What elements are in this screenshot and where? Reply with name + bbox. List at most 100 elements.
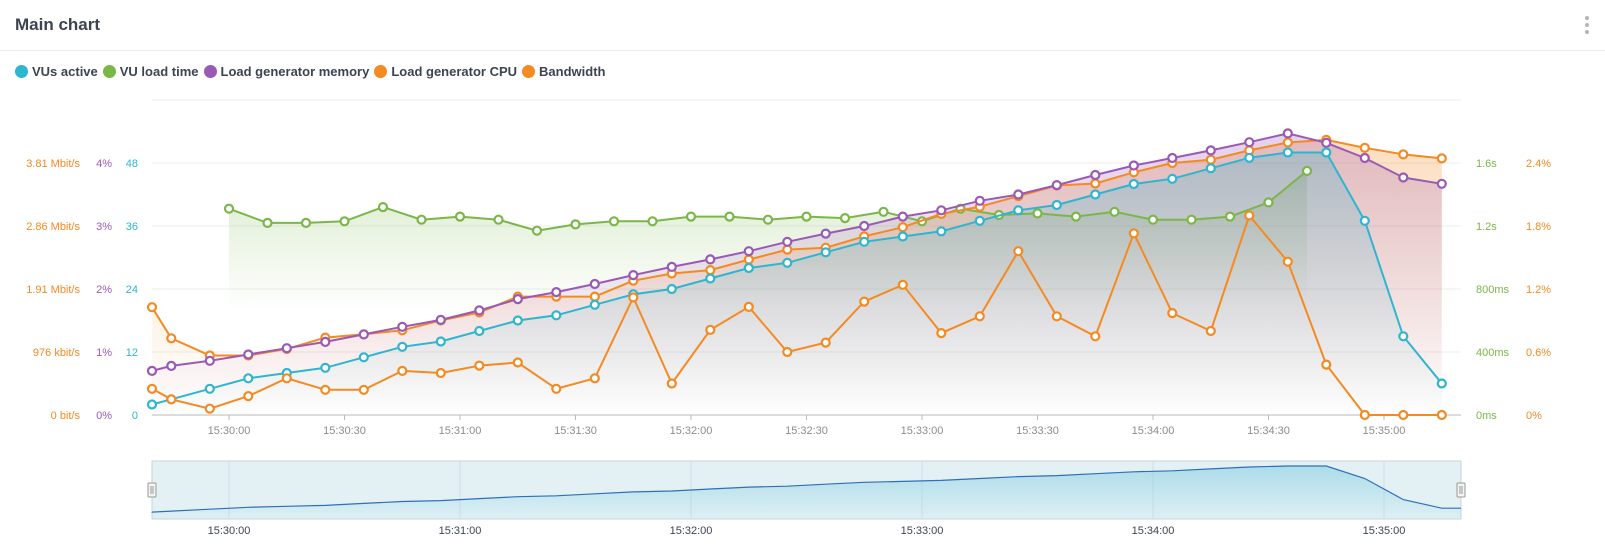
series-point-memory: [281, 343, 292, 354]
y-tick-bandwidth: 976 kbit/s: [33, 347, 81, 359]
series-point-load_time: [1109, 206, 1120, 217]
series-point-cpu: [897, 279, 908, 290]
y-tick-load_time: 0ms: [1476, 410, 1497, 422]
legend-item-4[interactable]: Bandwidth: [522, 64, 605, 79]
x-tick-label: 15:35:00: [1363, 425, 1406, 437]
y-tick-load_time: 1.6s: [1476, 158, 1497, 170]
series-point-vus: [1321, 147, 1332, 158]
series-point-memory: [243, 349, 254, 360]
series-point-vus: [782, 257, 793, 268]
series-point-cpu: [628, 292, 639, 303]
y-tick-bandwidth: 2.86 Mbit/s: [26, 221, 80, 233]
y-tick-load_time: 400ms: [1476, 347, 1510, 359]
series-point-cpu: [666, 378, 677, 389]
navigator-tick-label: 15:32:00: [670, 525, 713, 537]
series-point-memory: [1436, 178, 1447, 189]
legend-item-1[interactable]: VU load time: [102, 63, 199, 79]
series-point-vus: [1205, 163, 1216, 174]
y-tick-cpu: 0.6%: [1526, 347, 1551, 359]
series-point-cpu: [204, 403, 215, 414]
series-point-cpu: [435, 367, 446, 379]
legend-label: VU load time: [119, 63, 199, 79]
series-point-load_time: [493, 214, 504, 225]
navigator-tick-label: 15:30:00: [208, 525, 251, 537]
series-point-cpu: [782, 346, 793, 358]
legend-swatch: [15, 64, 28, 78]
navigator-line: [151, 465, 1461, 513]
series-point-cpu: [936, 328, 947, 339]
x-tick-label: 15:33:00: [901, 425, 944, 437]
navigator-handle-right[interactable]: [1456, 482, 1466, 498]
series-point-bandwidth: [1359, 142, 1370, 153]
series-point-bandwidth: [1090, 178, 1101, 189]
series-point-vus: [1359, 215, 1370, 226]
x-tick-label: 15:34:30: [1247, 425, 1290, 437]
series-point-cpu: [1128, 228, 1139, 239]
series-point-cpu: [705, 324, 716, 335]
series-point-memory: [743, 246, 754, 257]
series-point-load_time: [300, 217, 312, 228]
series-point-bandwidth: [1205, 154, 1216, 165]
x-tick-label: 15:32:00: [670, 425, 713, 437]
series-point-load_time: [570, 219, 581, 230]
chart-legend: VUs active VU load time Load generator mem…: [15, 62, 610, 80]
series-point-cpu: [820, 337, 831, 348]
legend-label: VUs active: [32, 63, 98, 79]
navigator-tick-label: 15:33:00: [901, 525, 944, 537]
series-point-cpu: [859, 296, 870, 307]
y-tick-vus: 36: [126, 221, 138, 233]
series-point-load_time: [839, 213, 851, 224]
series-point-memory: [474, 305, 485, 316]
series-point-vus: [666, 283, 677, 295]
series-point-cpu: [281, 373, 292, 384]
series-point-bandwidth: [1398, 149, 1409, 160]
series-point-memory: [705, 254, 716, 265]
y-tick-cpu: 1.2%: [1526, 284, 1551, 296]
series-point-vus: [743, 262, 754, 274]
y-tick-cpu: 0%: [1526, 410, 1542, 422]
x-tick-label: 15:31:00: [439, 425, 482, 437]
series-point-cpu: [1090, 331, 1101, 342]
series-point-cpu: [1282, 256, 1293, 267]
navigator-fill: [152, 466, 1461, 519]
vertical-dots-icon[interactable]: [1583, 14, 1591, 38]
series-point-cpu: [1167, 308, 1178, 319]
series-point-memory: [204, 355, 215, 366]
series-point-cpu: [474, 360, 485, 371]
y-tick-memory: 2%: [96, 284, 112, 296]
series-point-bandwidth: [743, 254, 754, 265]
series-point-vus: [820, 247, 831, 258]
series-point-memory: [1321, 137, 1332, 148]
legend-label: Load generator CPU: [391, 63, 518, 79]
y-tick-vus: 48: [126, 158, 138, 170]
legend-item-3[interactable]: Load generator CPU: [374, 64, 517, 79]
series-point-load_time: [801, 211, 812, 222]
series-point-vus: [1167, 173, 1178, 184]
legend-label: Load generator memory: [220, 63, 370, 79]
series-point-cpu: [743, 301, 754, 312]
series-point-memory: [1244, 137, 1255, 148]
legend-item-2[interactable]: Load generator memory: [203, 63, 370, 79]
legend-swatch: [374, 64, 388, 78]
x-tick-label: 15:30:30: [323, 425, 366, 437]
navigator-handle-left[interactable]: [147, 482, 157, 498]
series-point-vus: [897, 231, 908, 242]
series-point-memory: [936, 205, 947, 216]
legend-item-0[interactable]: VUs active: [15, 64, 98, 79]
series-point-vus: [397, 341, 408, 352]
series-point-cpu: [358, 384, 369, 395]
legend-swatch: [203, 64, 217, 78]
series-point-bandwidth: [589, 291, 600, 302]
x-tick-label: 15:33:30: [1016, 425, 1059, 437]
series-point-vus: [551, 310, 562, 321]
y-tick-vus: 12: [126, 347, 138, 359]
y-tick-memory: 3%: [96, 221, 112, 233]
y-tick-load_time: 800ms: [1476, 284, 1510, 296]
navigator-tick-label: 15:35:00: [1363, 525, 1406, 537]
series-point-vus: [1013, 205, 1024, 216]
x-tick-label: 15:32:30: [785, 425, 828, 437]
series-point-cpu: [551, 383, 562, 394]
series-point-load_time: [454, 211, 466, 222]
series-point-memory: [1167, 152, 1178, 164]
